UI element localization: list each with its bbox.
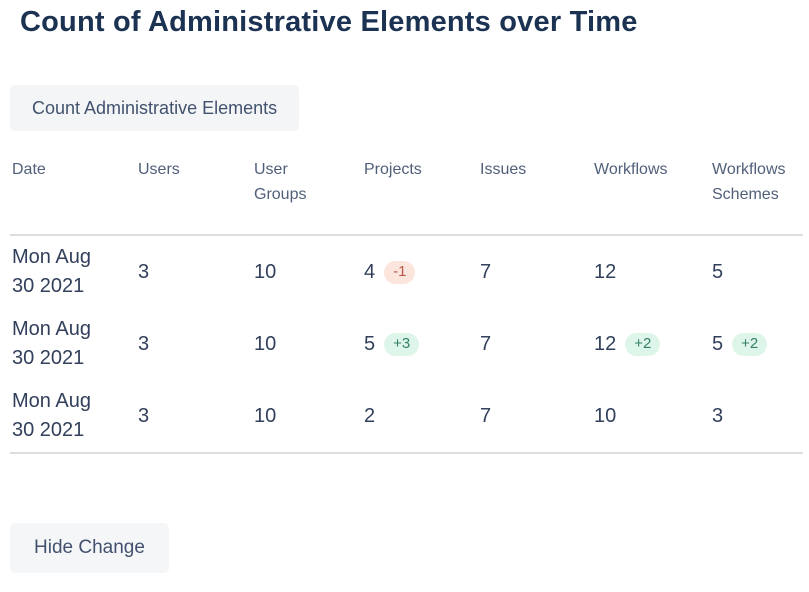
cell-value: 3 [138, 332, 150, 355]
cell-date: Mon Aug 30 2021 [12, 390, 91, 441]
cell-workflows: 10 [592, 402, 710, 431]
cell-value: 12 [594, 332, 617, 355]
column-header-user-groups: User Groups [254, 161, 307, 203]
cell-workflows-schemes: 5 +2 [710, 330, 803, 359]
cell-workflows: 12 [592, 258, 710, 287]
table-row: Mon Aug 30 2021 3 10 5 +3 7 12 +2 5 +2 [10, 308, 803, 380]
column-header-projects: Projects [364, 161, 422, 178]
cell-workflows: 12 +2 [592, 330, 710, 359]
cell-value: 10 [254, 260, 277, 283]
cell-value: 12 [594, 260, 617, 283]
cell-users: 3 [136, 330, 252, 359]
column-header-users: Users [138, 161, 180, 178]
cell-user-groups: 10 [252, 402, 362, 431]
column-header-date: Date [12, 161, 46, 178]
cell-user-groups: 10 [252, 258, 362, 287]
cell-value: 5 [712, 332, 724, 355]
cell-value: 10 [254, 404, 277, 427]
column-header-workflows: Workflows [594, 161, 668, 178]
cell-issues: 7 [478, 402, 592, 431]
page: Count of Administrative Elements over Ti… [0, 6, 809, 592]
table-header-row: Date Users User Groups Projects Issues W… [10, 155, 803, 236]
cell-issues: 7 [478, 330, 592, 359]
cell-value: 10 [594, 404, 617, 427]
count-administrative-elements-button[interactable]: Count Administrative Elements [10, 85, 300, 131]
cell-projects: 5 +3 [362, 330, 478, 359]
table-row: Mon Aug 30 2021 3 10 2 7 10 3 [10, 380, 803, 452]
cell-issues: 7 [478, 258, 592, 287]
cell-projects: 4 -1 [362, 258, 478, 287]
change-badge-positive: +2 [625, 332, 661, 356]
cell-value: 5 [364, 332, 376, 355]
cell-value: 3 [138, 404, 150, 427]
column-header-issues: Issues [480, 161, 527, 178]
cell-value: 7 [480, 260, 492, 283]
table-row: Mon Aug 30 2021 3 10 4 -1 7 12 5 [10, 236, 803, 308]
cell-workflows-schemes: 3 [710, 402, 803, 431]
cell-value: 4 [364, 260, 376, 283]
column-header-workflows-schemes: Workflows Schemes [712, 161, 786, 203]
change-badge-positive: +3 [384, 332, 420, 356]
cell-value: 7 [480, 404, 492, 427]
cell-value: 7 [480, 332, 492, 355]
cell-value: 2 [364, 404, 376, 427]
table-body: Mon Aug 30 2021 3 10 4 -1 7 12 5 Mon Aug … [10, 236, 803, 454]
change-badge-positive: +2 [732, 332, 768, 356]
hide-change-button[interactable]: Hide Change [10, 523, 169, 573]
cell-value: 5 [712, 260, 724, 283]
cell-value: 3 [138, 260, 150, 283]
cell-date: Mon Aug 30 2021 [12, 246, 91, 297]
page-title: Count of Administrative Elements over Ti… [20, 6, 638, 38]
cell-projects: 2 [362, 402, 478, 431]
admin-elements-table: Date Users User Groups Projects Issues W… [10, 155, 803, 454]
change-badge-negative: -1 [384, 260, 416, 284]
cell-date: Mon Aug 30 2021 [12, 318, 91, 369]
cell-value: 3 [712, 404, 724, 427]
cell-users: 3 [136, 258, 252, 287]
cell-users: 3 [136, 402, 252, 431]
cell-workflows-schemes: 5 [710, 258, 803, 287]
cell-user-groups: 10 [252, 330, 362, 359]
cell-value: 10 [254, 332, 277, 355]
